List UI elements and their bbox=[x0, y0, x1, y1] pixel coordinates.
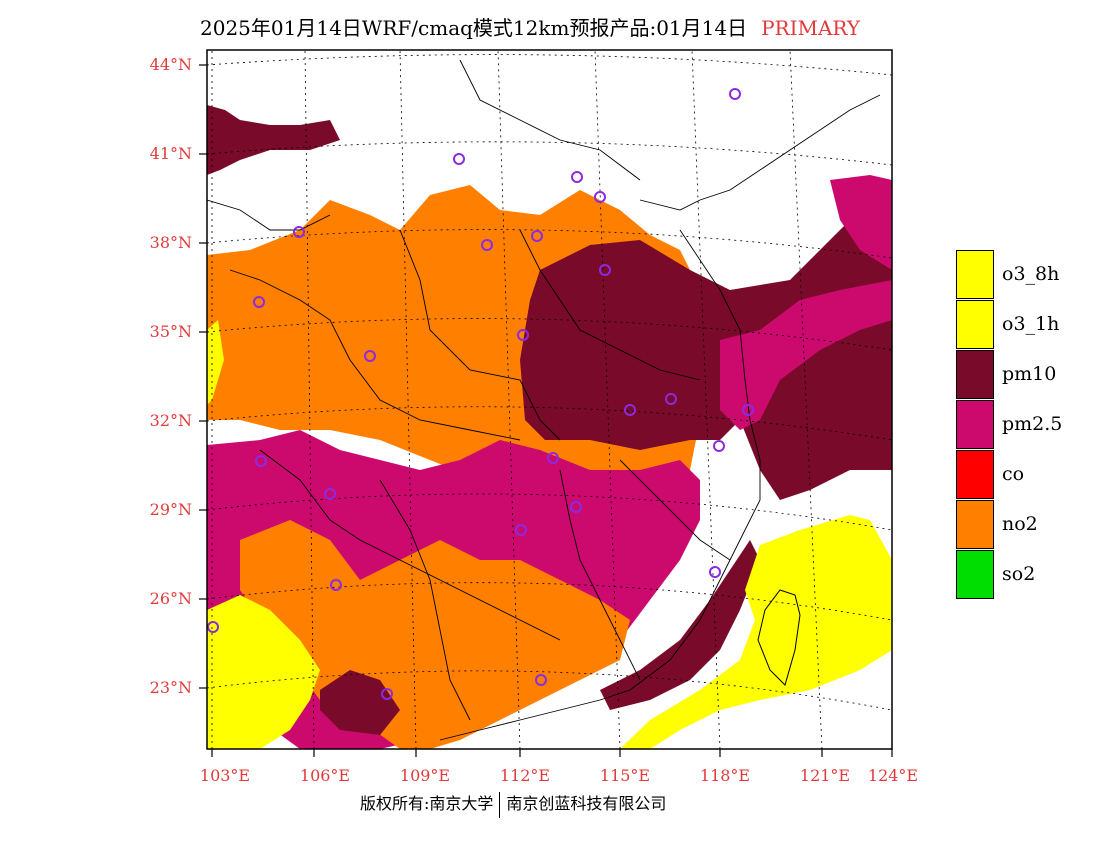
lat-label-32: 32°N bbox=[149, 411, 192, 430]
lat-label-29: 29°N bbox=[149, 500, 192, 519]
graticule bbox=[207, 50, 892, 749]
lat-label-38: 38°N bbox=[149, 233, 192, 252]
pm10-area-east bbox=[520, 210, 892, 500]
legend-label: pm10 bbox=[1002, 363, 1057, 385]
legend-label: pm2.5 bbox=[1002, 413, 1063, 435]
lon-label-118: 118°E bbox=[699, 766, 751, 785]
lon-label-121: 121°E bbox=[799, 766, 851, 785]
primary-tag: PRIMARY bbox=[761, 16, 861, 40]
copyright-footer: 版权所有:南京大学 南京创蓝科技有限公司 bbox=[360, 790, 666, 818]
axis-ticks bbox=[199, 64, 893, 757]
legend-label: so2 bbox=[1002, 563, 1036, 585]
map-frame bbox=[206, 49, 893, 750]
station-markers bbox=[207, 88, 754, 700]
pm10-area-south-coast bbox=[600, 540, 760, 710]
pm10-area-southwest bbox=[320, 670, 400, 735]
lon-label-109: 109°E bbox=[399, 766, 451, 785]
lat-label-26: 26°N bbox=[149, 589, 192, 608]
o3-area-west-edge bbox=[207, 320, 224, 405]
map-fill-areas bbox=[207, 50, 892, 749]
lat-label-23: 23°N bbox=[149, 678, 192, 697]
lon-label-115: 115°E bbox=[599, 766, 651, 785]
taiwan-outline bbox=[757, 589, 801, 686]
lat-label-44: 44°N bbox=[149, 55, 192, 74]
legend-label: o3_8h bbox=[1002, 263, 1060, 285]
pm25-area-northeast bbox=[830, 175, 892, 270]
boundaries bbox=[207, 59, 881, 741]
legend-label: co bbox=[1002, 463, 1025, 485]
lon-label-103: 103°E bbox=[199, 766, 251, 785]
footer-separator bbox=[499, 791, 501, 818]
legend-swatch bbox=[956, 450, 994, 499]
lon-label-112: 112°E bbox=[499, 766, 551, 785]
legend-label: o3_1h bbox=[1002, 313, 1060, 335]
legend-swatch bbox=[956, 550, 994, 599]
o3-area-taiwan-strait bbox=[620, 515, 892, 749]
legend-label: no2 bbox=[1002, 513, 1038, 535]
legend-swatch bbox=[956, 400, 994, 449]
legend-swatch bbox=[956, 300, 994, 349]
copyright-right: 南京创蓝科技有限公司 bbox=[506, 794, 667, 813]
legend-swatch bbox=[956, 250, 994, 299]
lat-label-35: 35°N bbox=[149, 322, 192, 341]
copyright-left: 版权所有:南京大学 bbox=[360, 794, 494, 813]
map-title-text: 2025年01月14日WRF/cmaq模式12km预报产品:01月14日 bbox=[200, 16, 748, 40]
legend-swatch bbox=[956, 500, 994, 549]
pm25-area-coast bbox=[720, 280, 892, 430]
legend-swatch bbox=[956, 350, 994, 399]
o3-area-southwest bbox=[207, 595, 320, 749]
lat-label-41: 41°N bbox=[149, 144, 192, 163]
lon-label-106: 106°E bbox=[299, 766, 351, 785]
map-title: 2025年01月14日WRF/cmaq模式12km预报产品:01月14日 PRIM… bbox=[200, 12, 860, 41]
lon-label-124: 124°E bbox=[867, 766, 919, 785]
pm10-area-northwest bbox=[207, 105, 340, 175]
